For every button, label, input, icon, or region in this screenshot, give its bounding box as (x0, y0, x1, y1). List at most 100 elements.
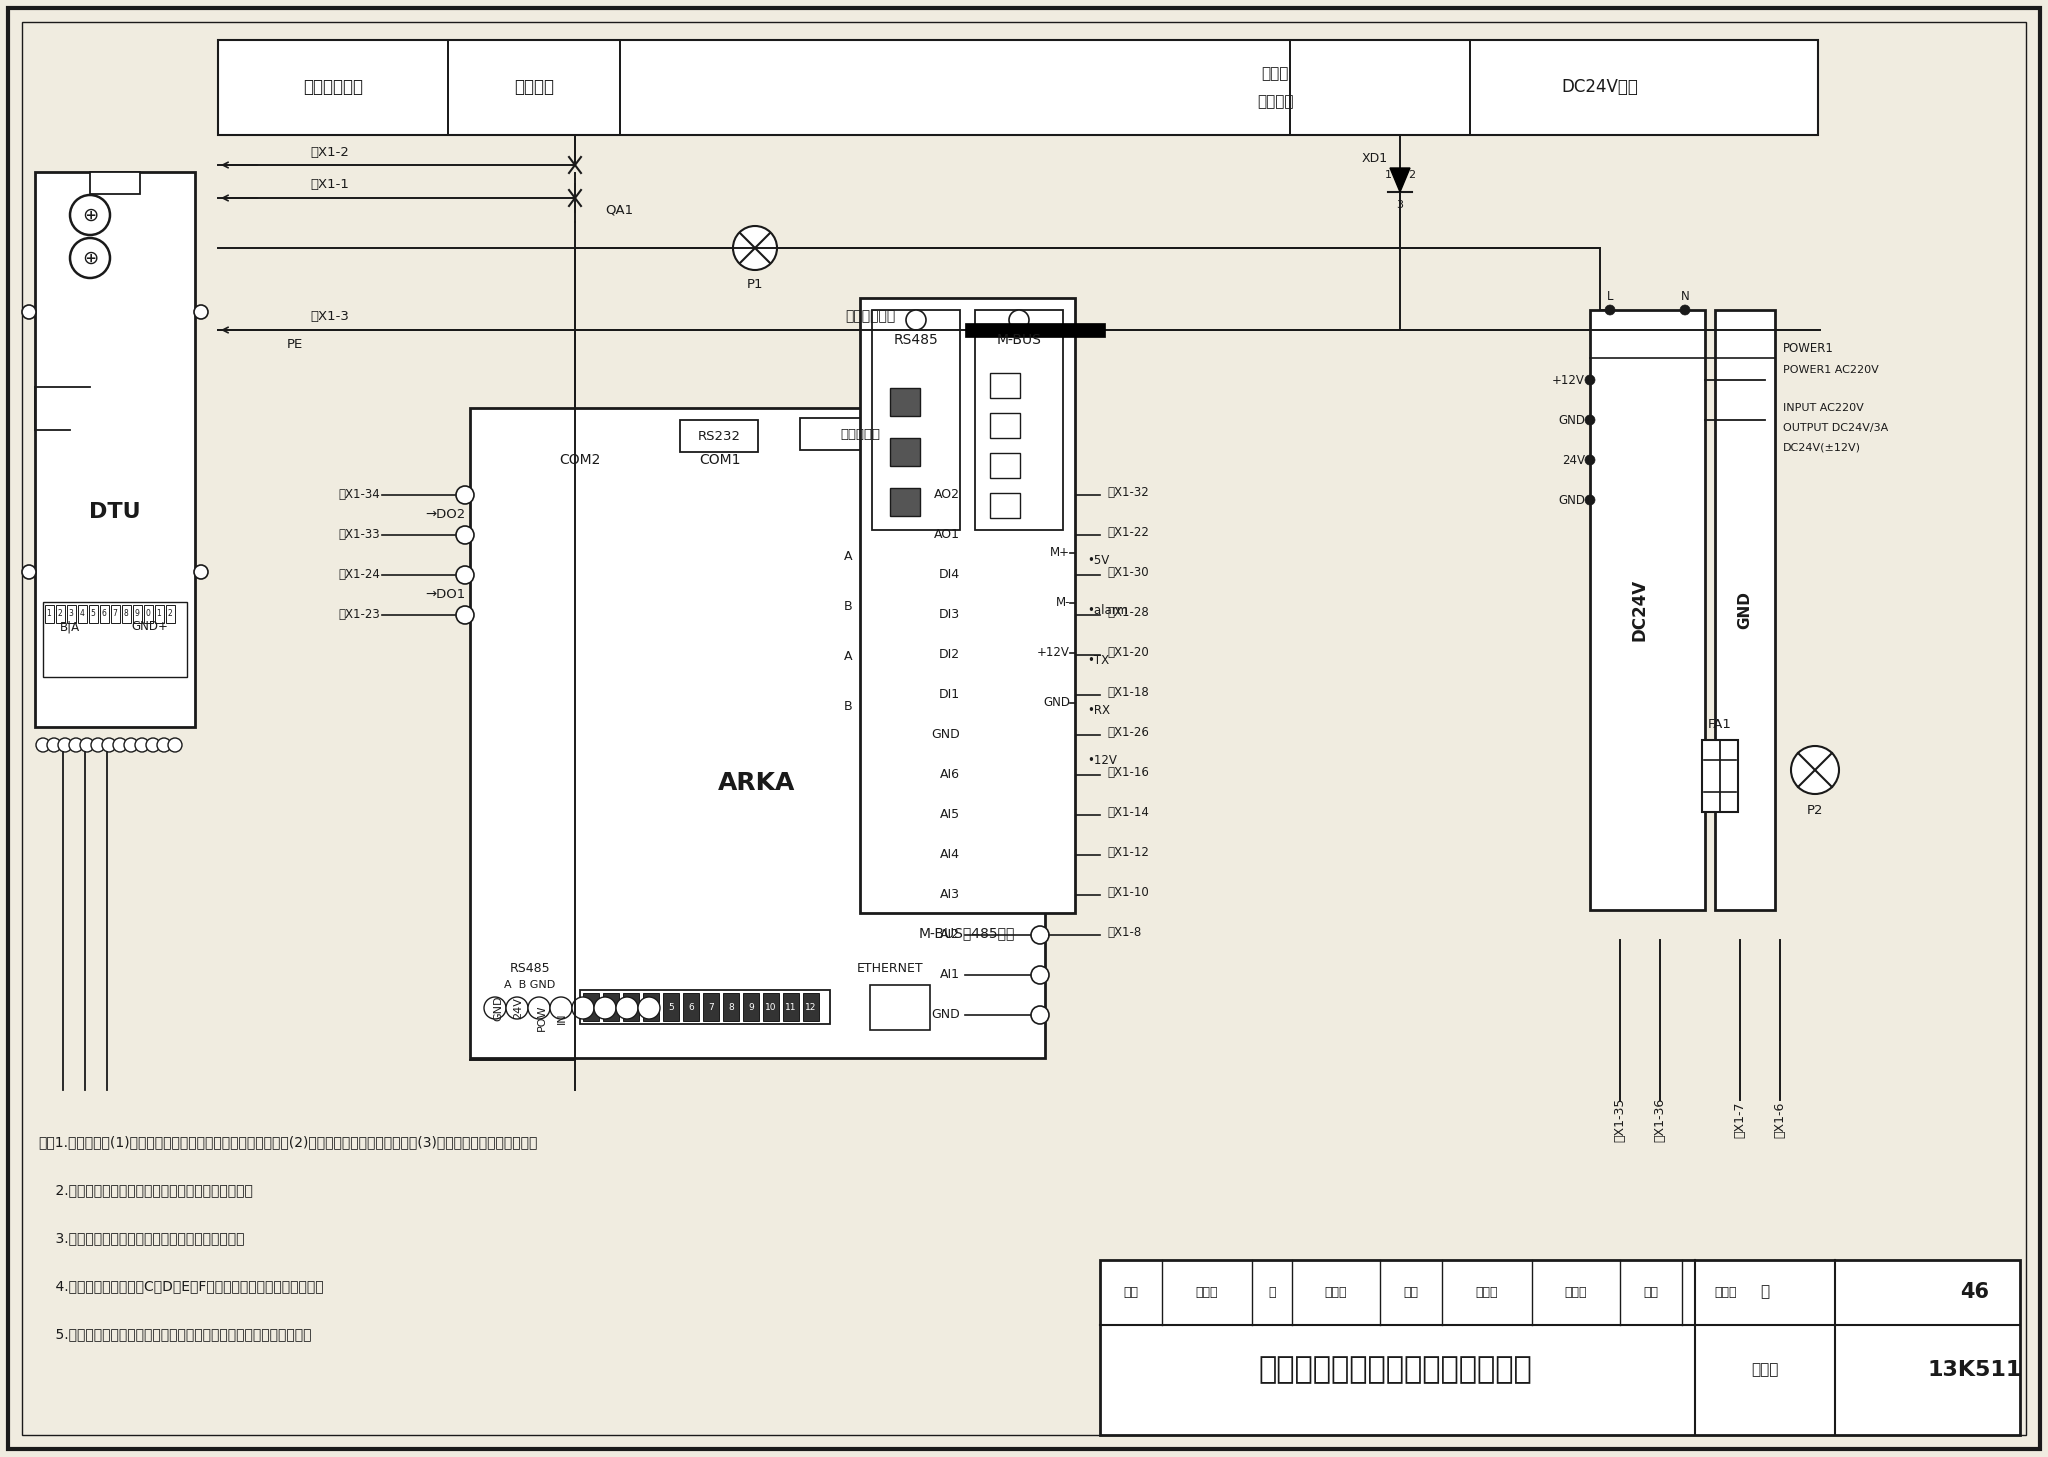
Bar (989, 492, 1020, 519)
Text: 5.本页是根据北京硕人时代科技有限公司提供的技术资料进行编制。: 5.本页是根据北京硕人时代科技有限公司提供的技术资料进行编制。 (39, 1327, 311, 1340)
Text: 至X1-35: 至X1-35 (1614, 1097, 1626, 1142)
Text: 制: 制 (1268, 1285, 1276, 1298)
Circle shape (1030, 726, 1049, 745)
Circle shape (1679, 305, 1690, 315)
Text: 3: 3 (1397, 200, 1403, 210)
Text: 5: 5 (90, 609, 96, 619)
Circle shape (158, 739, 170, 752)
Circle shape (551, 997, 571, 1018)
Bar (989, 412, 1020, 439)
Text: 7: 7 (709, 1002, 715, 1011)
Text: OUTPUT DC24V/3A: OUTPUT DC24V/3A (1784, 423, 1888, 433)
Circle shape (1010, 310, 1028, 329)
Text: POWER1 AC220V: POWER1 AC220V (1784, 366, 1878, 374)
Text: DI3: DI3 (938, 609, 961, 622)
Circle shape (23, 565, 37, 578)
Text: 9: 9 (135, 609, 139, 619)
Text: 至X1-16: 至X1-16 (1108, 766, 1149, 779)
Text: 至X1-2: 至X1-2 (311, 146, 350, 159)
Text: GND: GND (932, 1008, 961, 1021)
Bar (1100, 1260, 2019, 1435)
Circle shape (70, 237, 111, 278)
Text: 至X1-33: 至X1-33 (338, 529, 381, 542)
Text: 3: 3 (68, 609, 74, 619)
Circle shape (80, 739, 94, 752)
Text: 12: 12 (805, 1002, 817, 1011)
Circle shape (1030, 806, 1049, 825)
Bar (35, 172, 195, 727)
Text: 校对: 校对 (1403, 1285, 1419, 1298)
Circle shape (1792, 746, 1839, 794)
Text: GND: GND (494, 995, 504, 1021)
Circle shape (1585, 455, 1595, 465)
Bar (891, 439, 920, 466)
Text: DC24V电源: DC24V电源 (1561, 79, 1638, 96)
Circle shape (113, 739, 127, 752)
Bar (1702, 740, 1739, 812)
Circle shape (639, 997, 659, 1018)
Text: GND: GND (932, 728, 961, 742)
Circle shape (90, 739, 104, 752)
Text: 0: 0 (145, 609, 150, 619)
Text: INPUT AC220V: INPUT AC220V (1784, 404, 1864, 412)
Text: RS485: RS485 (510, 962, 551, 975)
Bar (891, 388, 920, 417)
Circle shape (195, 565, 209, 578)
Circle shape (195, 305, 209, 319)
Bar (602, 994, 618, 1021)
Text: 4.单相多级混水泵系统C、D、E、F型控制柜电路图见本页电路图。: 4.单相多级混水泵系统C、D、E、F型控制柜电路图见本页电路图。 (39, 1279, 324, 1292)
Bar (123, 605, 131, 624)
Bar (78, 605, 86, 624)
Text: 液晶显示屏: 液晶显示屏 (840, 427, 881, 440)
Text: •alarm: •alarm (1087, 603, 1128, 616)
Text: M-BUS转485模块: M-BUS转485模块 (920, 927, 1016, 940)
Circle shape (457, 565, 473, 584)
Circle shape (1030, 1005, 1049, 1024)
Text: 设计: 设计 (1642, 1285, 1659, 1298)
Text: 至X1-18: 至X1-18 (1108, 686, 1149, 699)
Text: AI2: AI2 (940, 928, 961, 941)
Text: 页: 页 (1761, 1285, 1769, 1300)
Circle shape (1030, 886, 1049, 903)
Circle shape (57, 739, 72, 752)
Circle shape (47, 739, 61, 752)
Text: DTU: DTU (90, 503, 141, 522)
Text: 4: 4 (647, 1002, 653, 1011)
Text: 三孔插座: 三孔插座 (1257, 95, 1292, 109)
Bar (664, 994, 680, 1021)
Text: 至X1-22: 至X1-22 (1108, 526, 1149, 539)
Text: 至X1-1: 至X1-1 (311, 179, 350, 191)
Bar (965, 323, 1106, 337)
Text: COM1: COM1 (698, 453, 741, 468)
Circle shape (1585, 415, 1595, 425)
Circle shape (135, 739, 150, 752)
Text: •12V: •12V (1087, 753, 1116, 766)
Text: P2: P2 (1806, 803, 1823, 816)
Circle shape (905, 310, 926, 329)
Circle shape (457, 487, 473, 504)
Text: +12V: +12V (1036, 647, 1069, 660)
Bar (584, 994, 598, 1021)
Bar (1589, 310, 1706, 911)
Text: 2.可输出控制水泵转速，控制器输出控制水泵启停。: 2.可输出控制水泵转速，控制器输出控制水泵启停。 (39, 1183, 252, 1198)
Circle shape (506, 997, 528, 1018)
Text: AO2: AO2 (934, 488, 961, 501)
Text: ⊕: ⊕ (82, 249, 98, 268)
Bar (45, 605, 53, 624)
Text: 10: 10 (766, 1002, 776, 1011)
Text: 单相多级混水泵系统控制柜电路图: 单相多级混水泵系统控制柜电路图 (1257, 1355, 1532, 1384)
Text: P1: P1 (748, 277, 764, 290)
Text: 王刚毅: 王刚毅 (1196, 1285, 1219, 1298)
Text: 柜内接地母排: 柜内接地母排 (846, 309, 895, 323)
Bar (166, 605, 174, 624)
Circle shape (1030, 526, 1049, 543)
Circle shape (457, 526, 473, 543)
Text: IN: IN (557, 1013, 567, 1024)
Text: 至X1-24: 至X1-24 (338, 568, 381, 581)
Text: 至X1-34: 至X1-34 (338, 488, 381, 501)
Text: →DO2: →DO2 (424, 508, 465, 522)
Text: •TX: •TX (1087, 654, 1110, 666)
Text: 11: 11 (784, 1002, 797, 1011)
Text: ⊕: ⊕ (82, 205, 98, 224)
Text: 吴晓丹: 吴晓丹 (1714, 1285, 1737, 1298)
